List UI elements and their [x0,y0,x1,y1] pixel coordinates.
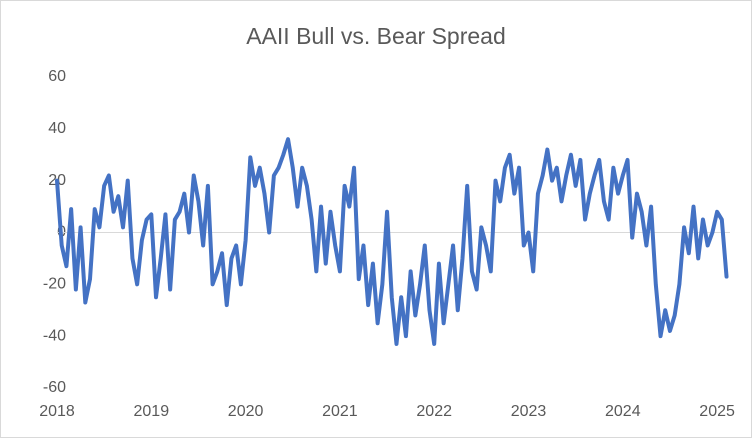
x-tick-label: 2022 [416,403,452,420]
y-tick-label: -40 [43,327,66,344]
x-tick-label: 2024 [605,403,641,420]
y-tick-label: 40 [48,120,66,137]
x-tick-label: 2019 [134,403,170,420]
x-tick-label: 2021 [322,403,358,420]
x-tick-label: 2025 [699,403,735,420]
y-tick-label: -60 [43,379,66,396]
data-line [55,137,729,346]
chart-title: AAII Bull vs. Bear Spread [246,23,506,49]
x-tick-label: 2018 [39,403,75,420]
x-tick-label: 2020 [228,403,264,420]
y-tick-label: -20 [43,276,66,293]
x-tick-label: 2023 [511,403,547,420]
y-tick-label: 60 [48,68,66,85]
